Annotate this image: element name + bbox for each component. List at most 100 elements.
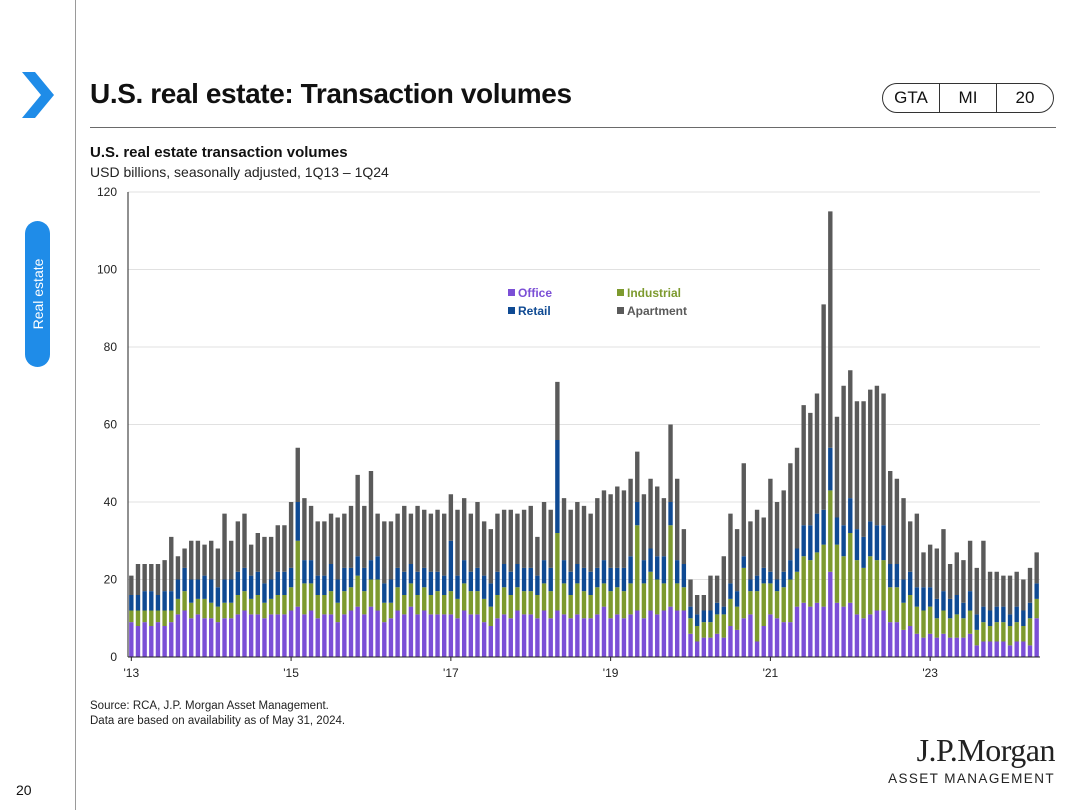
bar-office: [588, 618, 593, 657]
bar-retail: [382, 583, 387, 603]
bar-apartment: [209, 540, 214, 580]
bar-industrial: [368, 579, 374, 607]
bar-apartment: [694, 595, 700, 615]
bar-office: [761, 626, 766, 657]
bar-industrial: [288, 587, 294, 611]
y-tick-label: 80: [104, 340, 118, 354]
x-tick-label: '13: [124, 666, 140, 680]
bar-industrial: [854, 560, 860, 615]
bar-industrial: [495, 595, 500, 619]
bar-industrial: [967, 610, 973, 634]
bar-office: [215, 622, 221, 658]
bar-apartment: [408, 513, 414, 565]
bar-industrial: [808, 560, 813, 607]
bar-industrial: [701, 622, 707, 638]
bar-office: [788, 622, 793, 658]
bar-apartment: [828, 211, 833, 448]
bar-apartment: [987, 571, 993, 611]
bar-office: [701, 637, 707, 658]
bar-retail: [954, 595, 959, 615]
bar-apartment: [974, 567, 979, 615]
bar-office: [388, 618, 394, 657]
bar-retail: [335, 579, 340, 603]
bar-apartment: [475, 502, 480, 568]
y-tick-label: 60: [104, 418, 118, 432]
bar-industrial: [162, 610, 167, 626]
bar-apartment: [461, 498, 467, 561]
bar-office: [415, 614, 420, 658]
bar-apartment: [488, 529, 493, 584]
x-tick-label: '15: [283, 666, 299, 680]
bar-retail: [555, 440, 560, 533]
bar-industrial: [788, 579, 793, 623]
bar-retail: [595, 567, 600, 588]
bar-retail: [621, 567, 627, 592]
bar-industrial: [781, 587, 786, 623]
bar-industrial: [268, 598, 274, 615]
bar-industrial: [315, 595, 320, 619]
bar-apartment: [814, 393, 820, 514]
bar-retail: [475, 567, 480, 592]
bar-office: [235, 614, 241, 658]
bar-office: [528, 614, 533, 658]
bar-apartment: [388, 521, 394, 580]
bar-industrial: [428, 595, 434, 615]
bar-office: [595, 614, 600, 658]
left-margin-rule: [75, 0, 76, 810]
bar-industrial: [595, 587, 600, 615]
bar-office: [508, 618, 513, 657]
bar-retail: [302, 560, 307, 584]
bar-apartment: [435, 509, 440, 572]
bar-apartment: [688, 579, 693, 607]
bar-apartment: [355, 474, 360, 557]
bar-industrial: [375, 579, 380, 611]
bar-retail: [927, 587, 933, 607]
bar-office: [794, 606, 800, 658]
bar-retail: [135, 595, 141, 611]
bar-industrial: [668, 525, 673, 607]
bar-apartment: [967, 540, 973, 592]
bar-apartment: [362, 505, 367, 568]
bar-retail: [881, 525, 886, 561]
bar-office: [861, 618, 866, 657]
bar-retail: [1021, 610, 1026, 626]
bar-industrial: [1027, 618, 1033, 646]
bar-apartment: [721, 556, 726, 607]
bar-office: [335, 622, 340, 658]
bar-industrial: [575, 583, 580, 615]
bar-retail: [748, 579, 753, 592]
bar-apartment: [894, 478, 900, 564]
bar-retail: [448, 540, 454, 592]
bar-retail: [428, 571, 434, 595]
bar-industrial: [721, 614, 726, 638]
bar-office: [175, 614, 181, 658]
x-tick-label: '21: [763, 666, 779, 680]
bar-retail: [814, 513, 820, 553]
bar-office: [262, 618, 267, 657]
bar-industrial: [262, 602, 267, 619]
bar-office: [561, 614, 567, 658]
bar-retail: [328, 564, 334, 592]
bar-retail: [721, 606, 726, 615]
bar-apartment: [295, 447, 300, 502]
bar-apartment: [268, 536, 274, 580]
bar-industrial: [974, 629, 979, 646]
bar-retail: [155, 595, 161, 611]
bar-industrial: [435, 591, 440, 615]
bar-apartment: [248, 544, 254, 576]
bar-industrial: [987, 626, 993, 642]
bar-apartment: [761, 517, 766, 568]
bar-office: [688, 633, 693, 657]
bar-apartment: [561, 498, 567, 561]
bar-industrial: [648, 571, 653, 611]
bar-industrial: [927, 606, 933, 634]
bar-retail: [348, 567, 354, 588]
bar-office: [248, 614, 254, 658]
bar-industrial: [282, 595, 287, 615]
bar-retail: [175, 579, 181, 599]
bar-retail: [242, 567, 247, 592]
bar-apartment: [874, 385, 880, 526]
bar-retail: [222, 579, 227, 603]
bar-office: [355, 606, 360, 658]
section-tab[interactable]: Real estate: [25, 221, 50, 367]
